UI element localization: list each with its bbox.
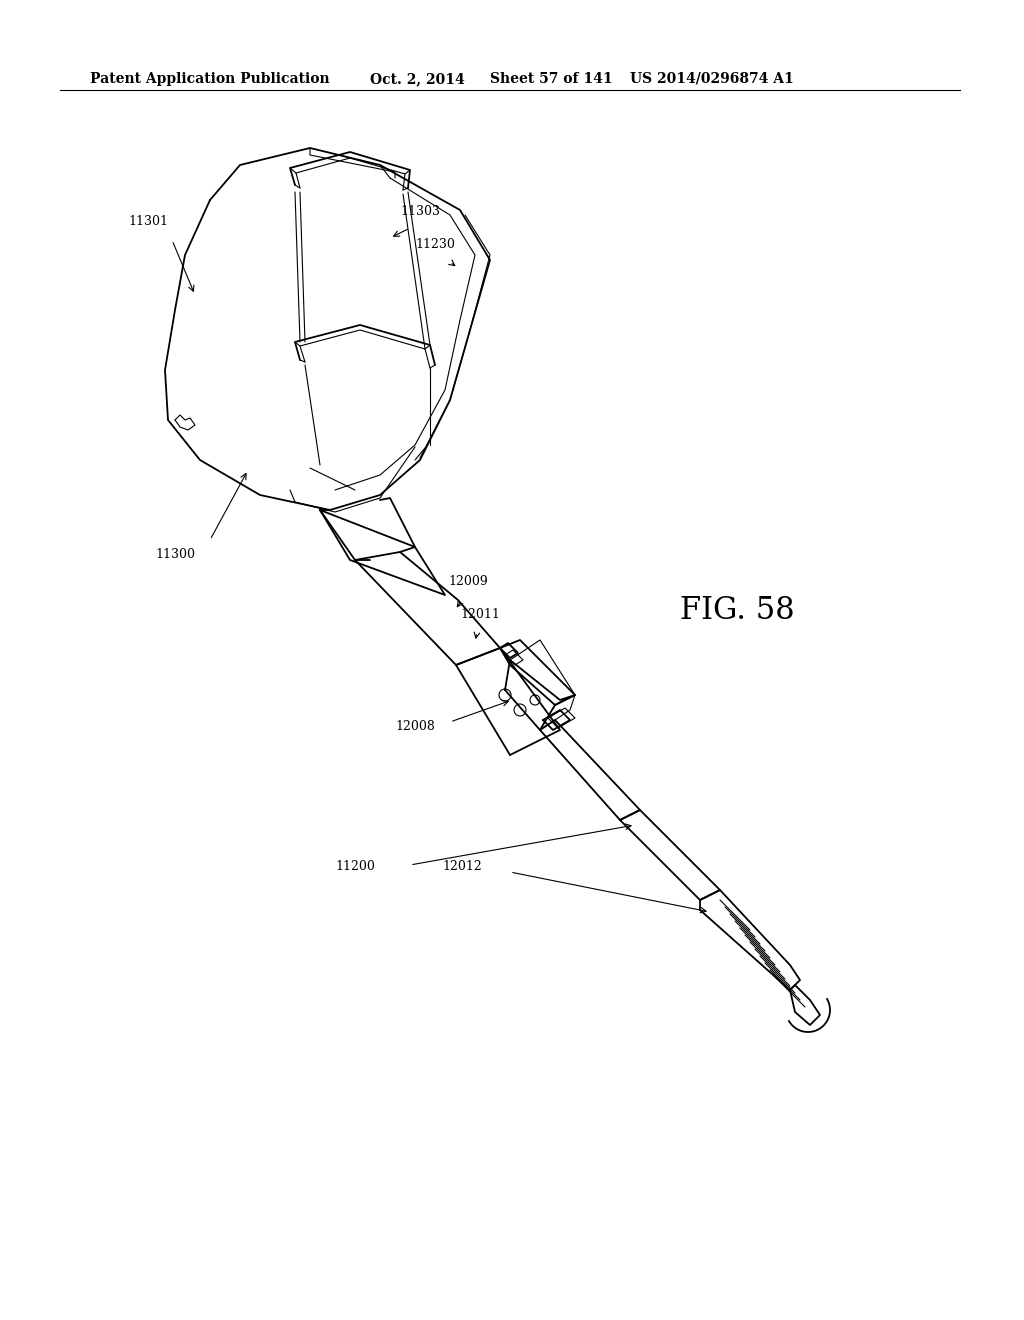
Text: Sheet 57 of 141: Sheet 57 of 141 xyxy=(490,73,612,86)
Text: 11300: 11300 xyxy=(155,548,195,561)
Text: Oct. 2, 2014: Oct. 2, 2014 xyxy=(370,73,465,86)
Text: US 2014/0296874 A1: US 2014/0296874 A1 xyxy=(630,73,794,86)
Text: 11303: 11303 xyxy=(400,205,440,218)
Text: 12009: 12009 xyxy=(449,576,487,587)
Text: 12008: 12008 xyxy=(395,719,435,733)
Text: 11200: 11200 xyxy=(335,861,375,873)
Text: 12011: 12011 xyxy=(460,609,500,620)
Text: FIG. 58: FIG. 58 xyxy=(680,595,795,626)
Text: 11230: 11230 xyxy=(415,238,455,251)
Text: 12012: 12012 xyxy=(442,861,482,873)
Text: Patent Application Publication: Patent Application Publication xyxy=(90,73,330,86)
Text: 11301: 11301 xyxy=(128,215,168,228)
